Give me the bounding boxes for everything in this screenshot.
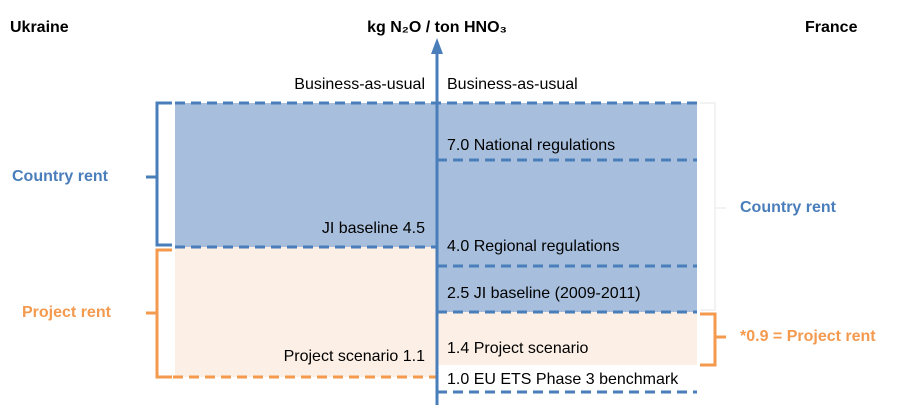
label: Project scenario 1.1 bbox=[284, 348, 426, 365]
bracket bbox=[146, 248, 172, 379]
level-label: 1.0 EU ETS Phase 3 benchmark bbox=[447, 371, 679, 388]
level-label: 2.5 JI baseline (2009-2011) bbox=[447, 285, 641, 302]
rent-label: Country rent bbox=[12, 168, 109, 185]
left-header: Ukraine bbox=[10, 19, 69, 36]
bracket bbox=[700, 102, 726, 311]
axis-arrow bbox=[431, 38, 443, 54]
france-country-area bbox=[437, 103, 697, 312]
rent-label: *0.9 = Project rent bbox=[740, 328, 876, 345]
label: JI baseline 4.5 bbox=[322, 220, 425, 237]
label: Business-as-usual bbox=[294, 76, 425, 93]
bracket bbox=[146, 101, 172, 247]
label: Business-as-usual bbox=[447, 76, 578, 93]
right-header: France bbox=[805, 19, 858, 36]
title: kg N₂O / ton HNO₃ bbox=[367, 19, 507, 36]
ukraine-project-area bbox=[175, 247, 437, 377]
bracket bbox=[700, 312, 726, 367]
level-label: 4.0 Regional regulations bbox=[447, 238, 620, 255]
level-label: 7.0 National regulations bbox=[447, 137, 615, 154]
france-project-area bbox=[437, 312, 697, 365]
level-label: 1.4 Project scenario bbox=[447, 340, 589, 357]
bracket-outline bbox=[700, 100, 726, 313]
ukraine-country-area bbox=[175, 103, 437, 247]
rent-label: Country rent bbox=[740, 199, 837, 216]
rent-label: Project rent bbox=[22, 304, 112, 321]
dashed-lines bbox=[175, 101, 697, 394]
